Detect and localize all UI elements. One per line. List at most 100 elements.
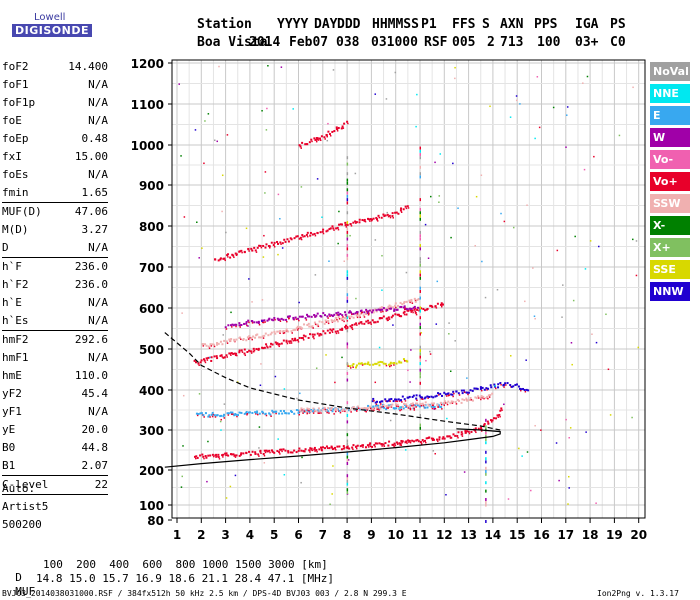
data-point xyxy=(449,402,452,405)
param-name: yE xyxy=(2,423,16,436)
data-point xyxy=(488,396,491,398)
data-point xyxy=(371,400,374,403)
data-point xyxy=(411,396,414,399)
data-point xyxy=(481,397,484,399)
data-point xyxy=(264,332,267,335)
data-point xyxy=(234,252,237,255)
data-point xyxy=(401,405,404,408)
data-point xyxy=(402,302,405,305)
data-point xyxy=(500,384,502,386)
data-point xyxy=(248,334,251,337)
data-point xyxy=(338,223,341,226)
data-point xyxy=(408,439,411,442)
param-divider xyxy=(2,475,108,476)
header-val-3: 038 xyxy=(336,35,360,50)
data-point xyxy=(292,329,295,332)
param-divider xyxy=(2,494,108,495)
data-point xyxy=(420,398,423,400)
interference-point xyxy=(419,207,421,211)
data-point xyxy=(345,226,348,228)
data-point xyxy=(258,455,260,457)
data-point xyxy=(330,329,333,332)
noise-point xyxy=(258,447,260,449)
data-point xyxy=(229,411,232,414)
data-point xyxy=(409,309,412,312)
data-point xyxy=(400,361,403,364)
interference-point xyxy=(485,489,487,493)
data-point xyxy=(255,334,258,337)
logo-lowell: Lowell xyxy=(34,12,66,23)
noise-point xyxy=(515,99,518,102)
data-point xyxy=(343,320,345,323)
data-point xyxy=(421,439,424,442)
interference-point xyxy=(419,172,421,176)
data-point xyxy=(436,438,439,441)
param-row: yF1 N/A xyxy=(2,403,108,421)
interference-point xyxy=(485,472,487,476)
data-point xyxy=(352,366,354,369)
data-point xyxy=(464,431,467,434)
data-point xyxy=(337,311,340,314)
data-point xyxy=(266,346,269,349)
data-point xyxy=(235,352,238,355)
data-point xyxy=(367,446,370,448)
data-point xyxy=(333,320,336,323)
data-point xyxy=(302,408,305,411)
data-point xyxy=(446,435,449,438)
data-point xyxy=(430,395,433,398)
data-point xyxy=(274,332,277,335)
data-point xyxy=(422,398,424,400)
interference-point xyxy=(346,156,349,160)
data-point xyxy=(385,408,388,411)
data-point xyxy=(205,456,208,459)
data-point xyxy=(397,304,400,307)
y-tick-label: 900 xyxy=(139,179,164,193)
interference-point xyxy=(419,273,421,277)
data-point xyxy=(222,415,225,418)
data-point xyxy=(343,316,346,319)
data-point xyxy=(232,254,235,257)
data-point xyxy=(303,410,306,413)
data-point xyxy=(390,316,393,319)
data-point xyxy=(422,441,425,443)
data-point xyxy=(285,330,288,333)
data-point xyxy=(251,450,254,453)
data-point xyxy=(305,410,308,413)
data-point xyxy=(334,407,337,410)
x-tick-label: 12 xyxy=(436,528,453,542)
data-point xyxy=(222,456,224,458)
noise-point xyxy=(337,242,339,245)
data-point xyxy=(416,402,419,405)
data-point xyxy=(266,345,268,347)
data-point xyxy=(352,221,355,224)
y-tick-label: 400 xyxy=(139,384,164,398)
data-point xyxy=(374,321,377,324)
interference-point xyxy=(485,481,487,485)
noise-point xyxy=(507,498,510,500)
interference-point xyxy=(419,414,421,417)
noise-point xyxy=(503,403,505,406)
data-point xyxy=(395,407,398,410)
data-point xyxy=(223,356,226,359)
param-name: foEp xyxy=(2,132,29,145)
data-point xyxy=(422,404,425,407)
interference-point xyxy=(419,426,421,430)
data-point xyxy=(351,364,354,367)
data-point xyxy=(389,216,392,219)
data-point xyxy=(356,405,359,408)
data-point xyxy=(415,439,418,442)
data-point xyxy=(374,401,377,404)
data-point xyxy=(489,384,492,387)
data-point xyxy=(416,298,419,301)
data-point xyxy=(342,408,345,411)
data-point xyxy=(352,448,354,451)
data-point xyxy=(307,336,310,339)
data-point xyxy=(248,450,251,453)
data-point xyxy=(310,449,312,451)
data-point xyxy=(376,442,379,445)
data-point xyxy=(360,321,363,324)
data-point xyxy=(365,410,367,413)
data-point xyxy=(425,441,427,444)
noise-point xyxy=(347,459,350,461)
data-point xyxy=(279,332,281,335)
